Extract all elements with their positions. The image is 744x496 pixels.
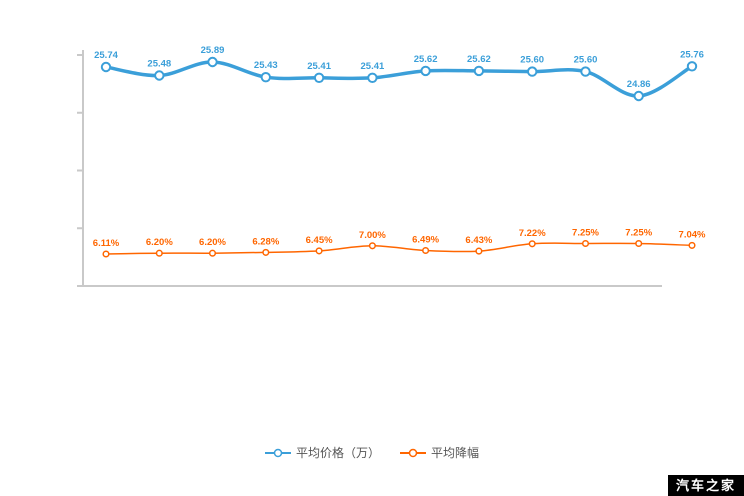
data-point bbox=[635, 239, 643, 248]
data-point bbox=[260, 72, 271, 83]
data-point bbox=[208, 249, 217, 257]
data-label: 25.41 bbox=[361, 61, 385, 72]
data-label: 6.49% bbox=[412, 235, 439, 246]
data-point bbox=[367, 72, 378, 84]
watermark-autohome: 汽车之家 bbox=[667, 475, 744, 496]
data-label: 7.22% bbox=[519, 228, 546, 239]
data-point bbox=[475, 247, 483, 255]
data-label: 6.11% bbox=[93, 238, 120, 249]
data-label: 24.86 bbox=[627, 79, 651, 90]
data-point bbox=[422, 246, 430, 255]
data-label: 7.00% bbox=[359, 230, 386, 241]
data-point bbox=[368, 242, 376, 250]
data-label: 6.28% bbox=[252, 236, 279, 247]
legend-label-avg-discount: 平均降幅 bbox=[431, 446, 480, 460]
data-label: 25.62 bbox=[414, 54, 438, 65]
data-point bbox=[528, 240, 536, 248]
data-point bbox=[581, 239, 590, 248]
data-label: 25.76 bbox=[680, 49, 704, 60]
data-label: 7.04% bbox=[679, 229, 706, 240]
data-point bbox=[155, 249, 163, 257]
data-label: 6.20% bbox=[146, 237, 173, 248]
data-point bbox=[686, 61, 698, 72]
data-point bbox=[100, 61, 112, 73]
data-point bbox=[313, 72, 325, 84]
data-label: 6.43% bbox=[465, 235, 492, 246]
data-label: 7.25% bbox=[625, 228, 652, 239]
trend-line-chart: 25.74 25.48 25.89 25.43 25.41 25.41 25.62 25.62… bbox=[77, 45, 706, 287]
data-label: 6.20% bbox=[199, 237, 226, 248]
data-label: 25.62 bbox=[467, 54, 491, 65]
legend-item-avg-discount[interactable]: 平均降幅 bbox=[400, 444, 479, 461]
data-label: 25.74 bbox=[94, 50, 118, 61]
data-point bbox=[580, 66, 591, 77]
legend-item-avg-price[interactable]: 平均价格（万） bbox=[264, 444, 380, 461]
data-point bbox=[633, 90, 644, 102]
chart-legend: 平均价格（万） 平均降幅 bbox=[0, 444, 744, 461]
data-point bbox=[688, 241, 696, 249]
data-label: 7.25% bbox=[572, 228, 599, 239]
data-label: 25.48 bbox=[147, 59, 171, 70]
data-label: 25.60 bbox=[574, 55, 598, 66]
data-point bbox=[262, 248, 270, 256]
blue-line-marker-icon bbox=[264, 448, 291, 457]
orange-line-marker-icon bbox=[400, 448, 426, 457]
data-point bbox=[315, 247, 323, 255]
data-point bbox=[420, 65, 431, 77]
series-line-0 bbox=[105, 60, 693, 98]
data-label: 25.43 bbox=[254, 60, 278, 71]
data-label: 6.45% bbox=[306, 235, 333, 246]
legend-label-avg-price: 平均价格（万） bbox=[295, 446, 380, 460]
data-label: 25.89 bbox=[201, 45, 225, 56]
data-point bbox=[207, 56, 218, 68]
data-point bbox=[527, 66, 538, 77]
data-label: 25.41 bbox=[307, 61, 331, 72]
data-label: 25.60 bbox=[520, 55, 544, 66]
series-line-1 bbox=[105, 242, 693, 255]
data-point bbox=[473, 65, 485, 77]
data-point bbox=[102, 250, 110, 258]
data-point bbox=[154, 70, 165, 81]
